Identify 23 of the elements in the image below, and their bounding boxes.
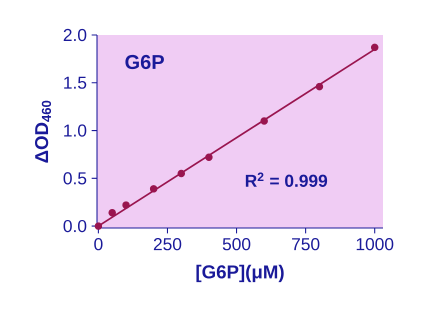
y-axis-title: ΔOD$_{460}$	[34, 100, 52, 163]
x-axis-title: [G6P](μM)	[196, 264, 284, 282]
x-tick-label: 0	[94, 238, 103, 250]
point	[150, 185, 158, 193]
annotation: G6P	[125, 54, 164, 70]
point	[122, 201, 130, 209]
x-tick-label: 1000	[356, 238, 394, 250]
x-tick-label: 750	[292, 238, 320, 250]
point	[370, 44, 378, 52]
x-tick-label: 500	[222, 238, 250, 250]
point	[316, 82, 324, 90]
point	[94, 222, 102, 230]
point	[205, 154, 213, 162]
point	[260, 117, 268, 125]
point	[108, 208, 116, 216]
y-tick-label: 0.5	[64, 172, 86, 184]
annotation: R$^{2}$ = 0.999	[246, 172, 328, 187]
y-tick-label: 2.0	[64, 28, 86, 42]
y-tick-label: 0.0	[64, 220, 86, 232]
x-tick-label: 250	[154, 238, 182, 250]
y-tick-label: 1.0	[64, 124, 86, 137]
point	[178, 170, 186, 178]
y-tick-label: 1.5	[64, 76, 86, 89]
